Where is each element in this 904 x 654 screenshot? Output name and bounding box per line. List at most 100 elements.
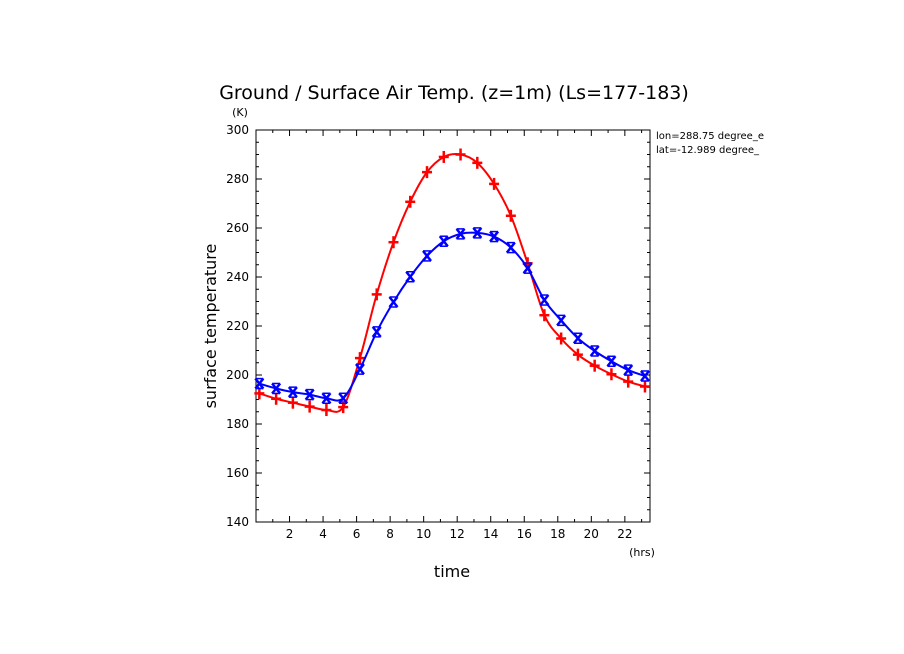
x-tick-label: 14: [483, 527, 498, 541]
x-unit-label: (hrs): [629, 546, 655, 559]
x-axis-label: time: [434, 562, 470, 581]
x-tick-label: 12: [450, 527, 465, 541]
data-point: [572, 348, 583, 361]
data-point: [388, 296, 399, 308]
point-marker: [472, 227, 483, 239]
plot-frame: [255, 129, 651, 523]
data-point: [271, 392, 282, 405]
data-point: [371, 326, 382, 338]
point-marker: [522, 262, 533, 274]
data-point: [472, 156, 483, 169]
info-lon: lon=288.75 degree_e: [656, 131, 764, 142]
data-point: [287, 396, 298, 409]
x-tick-label: 16: [517, 527, 532, 541]
point-marker: [338, 392, 349, 405]
y-tick-label: 200: [226, 368, 249, 382]
x-tick-label: 8: [386, 527, 394, 541]
point-marker: [287, 386, 298, 398]
series-2: [254, 227, 650, 405]
data-point: [405, 195, 416, 208]
data-point: [338, 392, 349, 405]
data-point: [572, 332, 583, 345]
point-marker: [489, 230, 500, 243]
point-marker: [388, 296, 399, 308]
data-point: [422, 166, 433, 179]
data-point: [522, 262, 533, 274]
point-marker: [606, 355, 617, 368]
point-marker: [271, 382, 282, 395]
data-point: [254, 377, 265, 390]
y-tick-label: 280: [226, 172, 249, 186]
data-point: [639, 380, 650, 393]
point-marker: [254, 377, 265, 390]
point-marker: [438, 235, 449, 248]
data-point: [321, 404, 332, 417]
data-point: [606, 368, 617, 381]
x-tick-label: 6: [353, 527, 361, 541]
x-tick-label: 20: [584, 527, 599, 541]
y-tick-label: 300: [226, 123, 249, 137]
data-point: [489, 230, 500, 243]
data-point: [254, 387, 265, 400]
x-tick-label: 22: [617, 527, 632, 541]
point-marker: [321, 392, 332, 405]
data-point: [472, 227, 483, 239]
data-point: [589, 345, 600, 357]
point-marker: [639, 370, 650, 382]
data-point: [354, 352, 365, 365]
data-point: [505, 241, 516, 254]
y-tick-label: 220: [226, 319, 249, 333]
data-point: [639, 370, 650, 382]
data-point: [455, 148, 466, 161]
point-marker: [455, 228, 466, 240]
data-point: [321, 392, 332, 405]
data-point: [539, 309, 550, 322]
info-lat: lat=-12.989 degree_: [656, 145, 760, 156]
data-point: [623, 364, 634, 376]
series-line: [259, 231, 646, 402]
plot-series: [254, 148, 650, 417]
x-tick-label: 4: [319, 527, 327, 541]
data-point: [455, 228, 466, 240]
y-unit-label: (K): [232, 106, 248, 119]
y-tick-label: 240: [226, 270, 249, 284]
point-marker: [354, 363, 365, 375]
x-tick-label: 10: [416, 527, 431, 541]
data-point: [606, 355, 617, 368]
data-point: [304, 388, 315, 401]
series-1: [254, 148, 650, 417]
point-marker: [505, 241, 516, 254]
point-marker: [422, 250, 432, 262]
y-tick-label: 180: [226, 417, 249, 431]
y-axis-label: surface temperature: [201, 244, 220, 409]
data-point: [556, 314, 567, 327]
y-tick-label: 160: [226, 466, 249, 480]
point-marker: [556, 314, 567, 327]
point-marker: [623, 364, 634, 376]
data-point: [438, 235, 449, 248]
chart-title: Ground / Surface Air Temp. (z=1m) (Ls=17…: [219, 82, 689, 104]
data-point: [371, 288, 382, 301]
data-point: [422, 250, 432, 262]
data-point: [589, 359, 600, 372]
y-tick-label: 140: [226, 515, 249, 529]
x-tick-label: 2: [286, 527, 294, 541]
point-marker: [405, 270, 416, 283]
data-point: [405, 270, 416, 283]
data-point: [623, 375, 634, 388]
data-point: [354, 363, 365, 375]
data-point: [271, 382, 282, 395]
point-marker: [371, 326, 382, 338]
x-tick-label: 18: [550, 527, 565, 541]
data-point: [287, 386, 298, 398]
point-marker: [572, 332, 583, 345]
y-tick-label: 260: [226, 221, 249, 235]
data-point: [539, 294, 550, 306]
point-marker: [304, 388, 315, 401]
data-point: [489, 177, 500, 190]
axes: 140 160 180 200 220 240 260 280 300 2 4 6 8 10 12 14 16 1…: [226, 123, 651, 541]
data-point: [556, 332, 567, 345]
data-point: [304, 400, 315, 413]
series-line: [259, 153, 646, 413]
